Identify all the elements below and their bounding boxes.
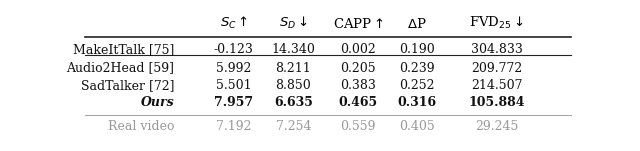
- Text: 8.211: 8.211: [275, 62, 311, 75]
- Text: 7.957: 7.957: [214, 96, 253, 109]
- Text: SadTalker [72]: SadTalker [72]: [81, 79, 174, 92]
- Text: Audio2Head [59]: Audio2Head [59]: [67, 62, 174, 75]
- Text: 0.383: 0.383: [340, 79, 376, 92]
- Text: 0.465: 0.465: [338, 96, 378, 109]
- Text: 0.239: 0.239: [399, 62, 435, 75]
- Text: 304.833: 304.833: [470, 43, 523, 56]
- Text: 14.340: 14.340: [271, 43, 316, 56]
- Text: 0.405: 0.405: [399, 120, 435, 133]
- Text: 7.254: 7.254: [276, 120, 311, 133]
- Text: CAPP$\uparrow$: CAPP$\uparrow$: [333, 17, 383, 31]
- Text: $\Delta$P: $\Delta$P: [408, 17, 427, 31]
- Text: 105.884: 105.884: [468, 96, 525, 109]
- Text: -0.123: -0.123: [214, 43, 253, 56]
- Text: 0.002: 0.002: [340, 43, 376, 56]
- Text: 209.772: 209.772: [471, 62, 522, 75]
- Text: 0.252: 0.252: [399, 79, 435, 92]
- Text: $S_C\uparrow$: $S_C\uparrow$: [220, 15, 248, 31]
- Text: 0.559: 0.559: [340, 120, 376, 133]
- Text: FVD$_{25}\downarrow$: FVD$_{25}\downarrow$: [469, 15, 524, 31]
- Text: 5.992: 5.992: [216, 62, 252, 75]
- Text: 5.501: 5.501: [216, 79, 252, 92]
- Text: $S_D\downarrow$: $S_D\downarrow$: [279, 15, 308, 31]
- Text: 29.245: 29.245: [475, 120, 518, 133]
- Text: 0.316: 0.316: [397, 96, 437, 109]
- Text: 6.635: 6.635: [274, 96, 313, 109]
- Text: 7.192: 7.192: [216, 120, 252, 133]
- Text: Ours: Ours: [141, 96, 174, 109]
- Text: 214.507: 214.507: [471, 79, 522, 92]
- Text: 0.190: 0.190: [399, 43, 435, 56]
- Text: MakeItTalk [75]: MakeItTalk [75]: [73, 43, 174, 56]
- Text: 8.850: 8.850: [275, 79, 311, 92]
- Text: Real video: Real video: [108, 120, 174, 133]
- Text: 0.205: 0.205: [340, 62, 376, 75]
